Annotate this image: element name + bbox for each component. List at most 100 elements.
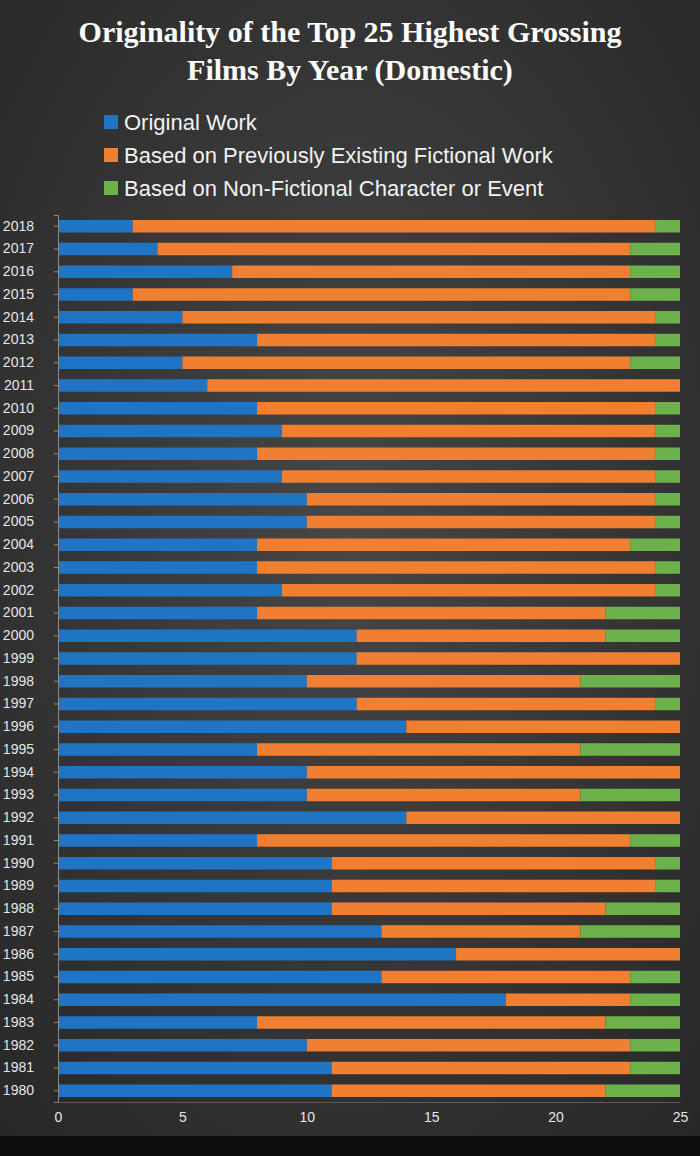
y-tick-mark — [54, 885, 58, 886]
y-tick-label: 2012 — [3, 354, 34, 370]
y-tick-label: 2016 — [3, 263, 34, 279]
y-tick: 2006 — [3, 491, 58, 507]
y-tick-mark — [54, 1045, 58, 1046]
y-tick: 1995 — [3, 741, 58, 757]
legend-label: Original Work — [124, 110, 258, 135]
y-tick-mark — [54, 1090, 58, 1091]
x-tick-label: 10 — [300, 1109, 316, 1125]
y-tick-mark — [54, 840, 58, 841]
bar-segment — [605, 629, 680, 642]
x-axis: 0510152025 — [55, 1102, 689, 1125]
x-axis-line — [59, 1102, 681, 1103]
bar-segment — [680, 652, 681, 665]
y-tick-mark — [54, 976, 58, 977]
bar-segment — [605, 1016, 680, 1029]
y-tick-label: 2009 — [3, 422, 34, 438]
y-tick: 2010 — [3, 400, 58, 416]
legend-swatch — [104, 181, 118, 195]
bar-segment — [630, 1039, 680, 1052]
bar-segment — [58, 470, 282, 483]
bar-segment — [332, 1062, 631, 1075]
bar-segment — [257, 402, 655, 415]
bar-segment — [58, 948, 456, 961]
bar-segment — [357, 698, 656, 711]
bar-segment — [58, 561, 257, 574]
y-tick-mark — [54, 772, 58, 773]
bar-segment — [257, 447, 655, 460]
bar-segment — [655, 857, 680, 870]
y-tick-label: 2001 — [3, 604, 34, 620]
bar-segment — [332, 857, 655, 870]
y-tick-label: 1987 — [3, 923, 34, 939]
bar-segment — [655, 402, 680, 415]
y-tick-mark — [54, 499, 58, 500]
bar-segment — [680, 766, 681, 779]
y-tick-mark — [54, 817, 58, 818]
bar-segment — [655, 698, 680, 711]
bar-segment — [58, 698, 357, 711]
bar-segment — [58, 584, 282, 597]
bar-segment — [655, 470, 680, 483]
y-tick: 2003 — [3, 559, 58, 575]
bar-segment — [307, 766, 680, 779]
bar-segment — [506, 993, 630, 1006]
chart: Originality of the Top 25 Highest Grossi… — [0, 0, 700, 1156]
y-tick-mark — [54, 794, 58, 795]
bar-segment — [257, 334, 655, 347]
bar-segment — [58, 402, 257, 415]
x-tick-label: 20 — [548, 1109, 564, 1125]
series — [580, 220, 680, 1097]
y-tick-label: 2005 — [3, 513, 34, 529]
y-tick-mark — [54, 931, 58, 932]
bar-segment — [307, 789, 581, 802]
bar-segment — [182, 357, 630, 370]
bar-segment — [58, 607, 257, 620]
bar-segment — [257, 743, 580, 756]
y-tick-label: 1996 — [3, 718, 34, 734]
bar-segment — [58, 675, 307, 688]
y-tick-label: 2006 — [3, 491, 34, 507]
bar-segment — [630, 288, 680, 301]
bar-segment — [580, 925, 680, 938]
bar-segment — [257, 834, 630, 847]
y-tick-label: 1982 — [3, 1037, 34, 1053]
y-tick-label: 2007 — [3, 468, 34, 484]
y-tick-label: 2003 — [3, 559, 34, 575]
bar-segment — [58, 357, 182, 370]
bar-segment — [58, 1084, 332, 1097]
y-tick: 2014 — [3, 309, 58, 325]
y-tick: 1981 — [3, 1059, 58, 1075]
bar-segment — [655, 425, 680, 438]
bar-segment — [332, 902, 606, 915]
bar-segment — [307, 516, 655, 529]
y-tick: 2009 — [3, 422, 58, 438]
y-tick: 1991 — [3, 832, 58, 848]
bar-segment — [655, 493, 680, 506]
bar-segment — [605, 902, 680, 915]
y-tick-label: 2008 — [3, 445, 34, 461]
y-tick-label: 1999 — [3, 650, 34, 666]
bar-segment — [307, 493, 655, 506]
bar-segment — [58, 266, 232, 279]
y-tick-label: 1985 — [3, 968, 34, 984]
y-tick: 2013 — [3, 331, 58, 347]
y-tick-mark — [54, 954, 58, 955]
bar-segment — [655, 334, 680, 347]
bar-segment — [58, 743, 257, 756]
y-tick-mark — [54, 408, 58, 409]
y-tick-mark — [54, 726, 58, 727]
y-tick: 1992 — [3, 809, 58, 825]
bar-segment — [158, 243, 631, 256]
y-tick-mark — [54, 453, 58, 454]
y-tick: 1999 — [3, 650, 58, 666]
bar-segment — [207, 379, 680, 392]
bar-segment — [630, 1062, 680, 1075]
y-tick-label: 1991 — [3, 832, 34, 848]
y-tick: 2017 — [3, 240, 58, 256]
bar-segment — [58, 834, 257, 847]
bar-segment — [58, 334, 257, 347]
legend-swatch — [104, 148, 118, 162]
y-tick: 1989 — [3, 877, 58, 893]
y-tick: 2012 — [3, 354, 58, 370]
bar-segment — [58, 516, 307, 529]
